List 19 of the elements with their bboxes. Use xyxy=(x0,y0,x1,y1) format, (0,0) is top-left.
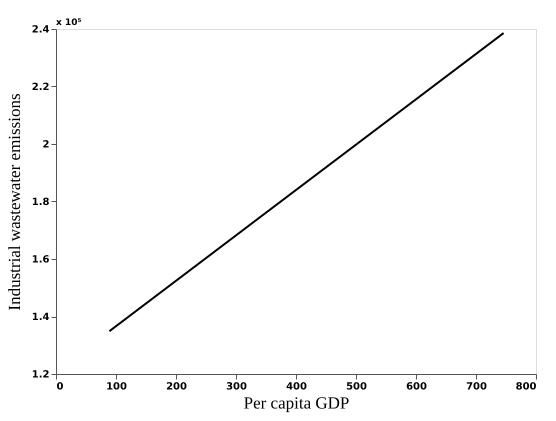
x-tick-label: 200 xyxy=(166,382,187,392)
x-tick-label: 800 xyxy=(516,382,537,392)
x-tick-label: 100 xyxy=(106,382,127,392)
text: x 10⁵ xyxy=(56,18,82,28)
x-tick-label: 600 xyxy=(406,382,427,392)
y-axis-title: Industrial wastewater emissions xyxy=(4,93,24,311)
y-tick-label: 2 xyxy=(42,140,50,150)
y-tick-label: 1.2 xyxy=(32,370,50,380)
x-axis-title: Per capita GDP xyxy=(244,394,350,412)
y-tick-label: 1.6 xyxy=(32,254,50,266)
x-tick-label: 500 xyxy=(346,382,367,392)
x-tick-label: 400 xyxy=(286,382,307,392)
y-tick-label: 2.2 xyxy=(32,82,50,93)
y-tick-label: 2.4 xyxy=(32,24,50,36)
y-tick-label: 1.8 xyxy=(32,197,50,208)
x-tick-label: 700 xyxy=(466,382,487,392)
x-tick-label: 0 xyxy=(56,382,64,392)
x-tick-label: 300 xyxy=(226,382,247,392)
y-tick-label: 1.4 xyxy=(32,312,50,323)
